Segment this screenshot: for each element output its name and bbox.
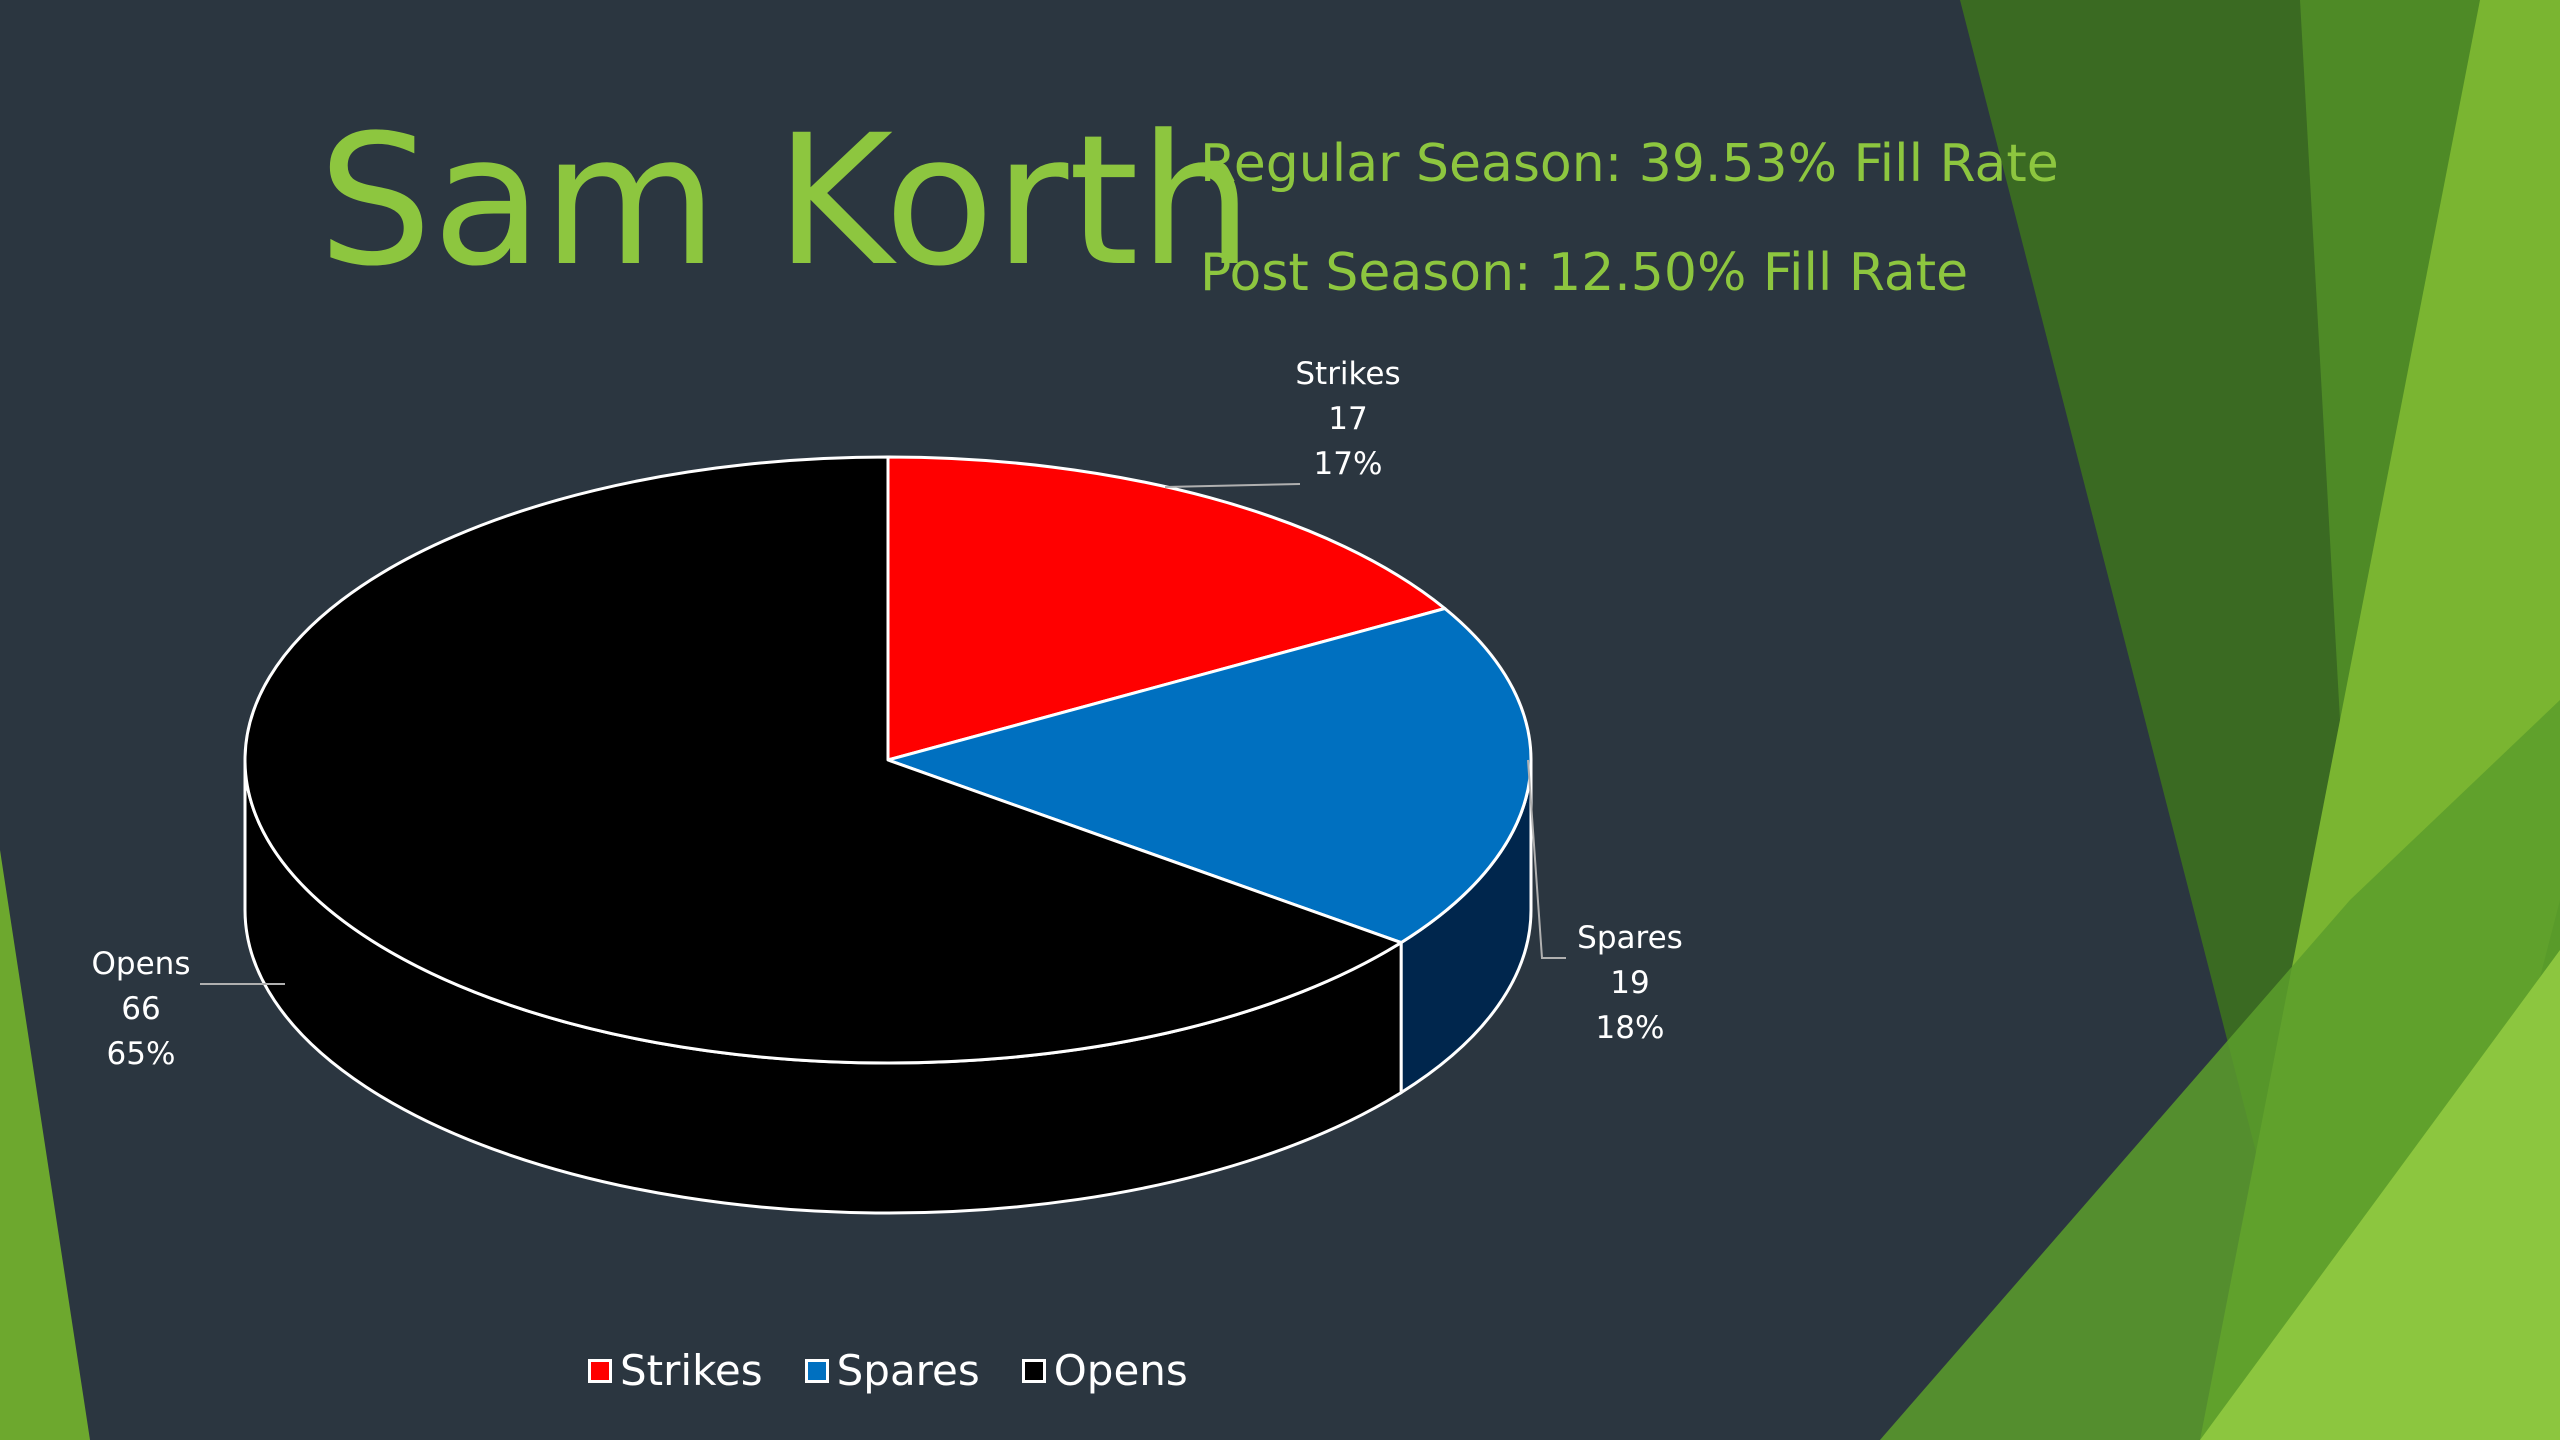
chart-legend: Strikes Spares Opens xyxy=(588,1350,1188,1392)
legend-item-strikes: Strikes xyxy=(588,1350,763,1392)
slice-opens xyxy=(243,455,1403,1065)
data-label-opens-name: Opens xyxy=(92,946,191,982)
legend-swatch-opens xyxy=(1021,1359,1046,1383)
legend-swatch-strikes xyxy=(588,1359,612,1383)
legend-item-opens: Opens xyxy=(1021,1346,1188,1395)
data-label-spares-name: Spares xyxy=(1577,920,1683,956)
slice-strikes xyxy=(886,455,1447,762)
data-label-spares-percent: 18% xyxy=(1596,1010,1665,1046)
data-label-opens-value: 66 xyxy=(121,991,160,1027)
post-season-fill-rate: Post Season: 12.50% Fill Rate xyxy=(1200,243,1969,303)
data-label-spares-value: 19 xyxy=(1610,965,1649,1001)
slide-title: Sam Korth xyxy=(318,97,1253,306)
regular-season-fill-rate: Regular Season: 39.53% Fill Rate xyxy=(1200,134,2059,194)
leader-line-spares xyxy=(1527,759,1566,959)
legend-item-spares: Spares xyxy=(804,1346,980,1395)
data-label-strikes-percent: 17% xyxy=(1314,446,1383,482)
data-label-strikes-name: Strikes xyxy=(1295,356,1400,392)
legend-label-spares: Spares xyxy=(836,1346,980,1395)
bg-shape-left-green xyxy=(0,850,90,1440)
data-label-strikes-value: 17 xyxy=(1328,401,1367,437)
legend-label-opens: Opens xyxy=(1053,1346,1188,1395)
data-label-opens-percent: 65% xyxy=(107,1036,176,1072)
leader-line-strikes xyxy=(1164,483,1301,488)
bg-shape-bright-green xyxy=(2200,950,2560,1440)
legend-label-strikes: Strikes xyxy=(620,1346,763,1395)
legend-swatch-spares xyxy=(804,1359,829,1383)
